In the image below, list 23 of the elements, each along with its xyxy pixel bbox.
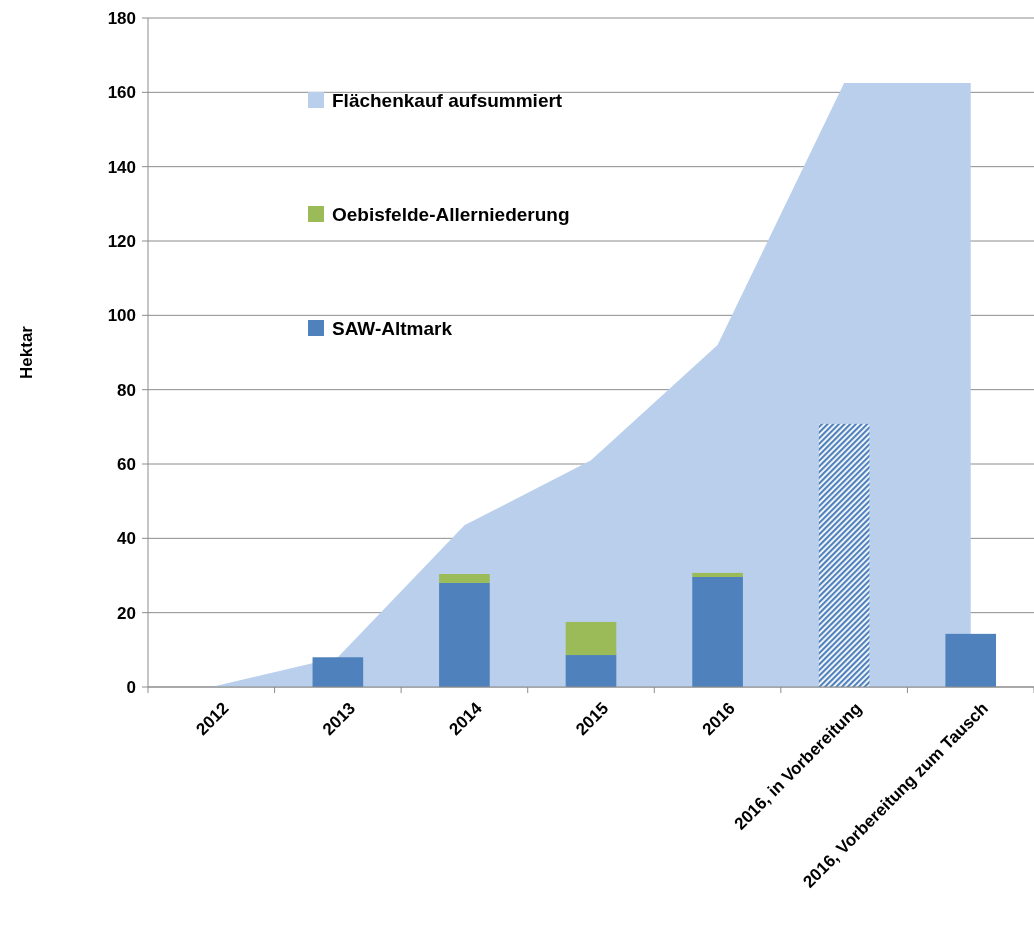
legend-label: Flächenkauf aufsummiert: [332, 89, 563, 111]
bar: [312, 657, 364, 687]
y-tick-label: 120: [107, 231, 136, 251]
bar: [692, 572, 743, 577]
legend-label: SAW-Altmark: [332, 317, 453, 339]
legend-label: Oebisfelde-Allerniederung: [332, 203, 570, 225]
bar: [692, 576, 743, 687]
bar: [945, 633, 997, 687]
y-tick-label: 0: [126, 677, 136, 697]
y-tick-label: 100: [107, 306, 136, 326]
bar: [439, 574, 490, 583]
y-tick-label: 20: [117, 603, 136, 623]
bar: [818, 423, 870, 687]
y-tick-label: 80: [117, 380, 136, 400]
bar: [565, 621, 617, 656]
y-tick-label: 140: [107, 157, 136, 177]
y-tick-label: 180: [107, 8, 136, 28]
y-tick-label: 60: [117, 454, 136, 474]
y-axis-title: Hektar: [17, 325, 36, 379]
y-tick-label: 160: [107, 83, 136, 103]
y-tick-label: 40: [117, 529, 136, 549]
bar: [565, 655, 617, 687]
bar: [439, 582, 490, 687]
